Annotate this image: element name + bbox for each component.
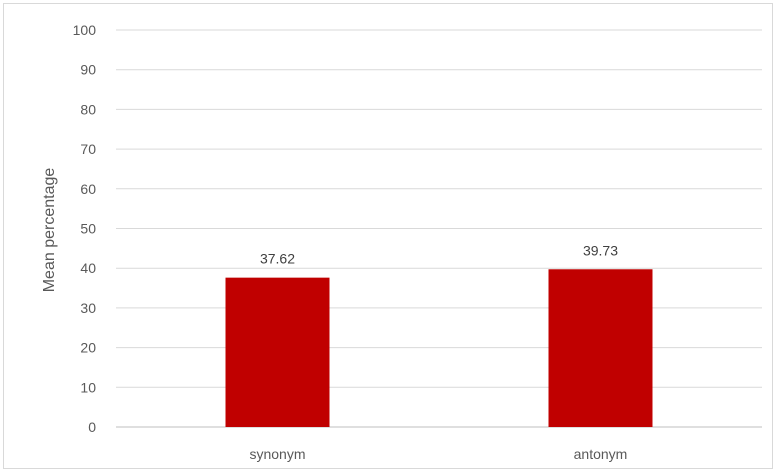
bar-synonym (225, 277, 330, 427)
data-label-antonym: 39.73 (583, 242, 618, 258)
y-tick-label: 90 (80, 62, 96, 78)
y-tick-label: 50 (80, 221, 96, 237)
gridlines (116, 29, 762, 428)
y-tick-label: 100 (73, 22, 97, 38)
y-tick-label: 10 (80, 379, 96, 395)
y-tick-label: 20 (80, 340, 96, 356)
x-axis-categories: synonym antonym (249, 446, 627, 462)
bar-antonym (548, 269, 653, 427)
y-tick-label: 80 (80, 101, 96, 117)
bars (225, 269, 653, 427)
x-category-label: antonym (574, 446, 628, 462)
y-axis-title: Mean percentage (41, 168, 58, 293)
data-labels: 37.62 39.73 (260, 242, 618, 266)
y-tick-label: 70 (80, 141, 96, 157)
data-label-synonym: 37.62 (260, 251, 295, 267)
y-tick-label: 40 (80, 260, 96, 276)
y-tick-label: 0 (88, 419, 96, 435)
y-tick-label: 30 (80, 300, 96, 316)
y-tick-label: 60 (80, 181, 96, 197)
y-axis-ticks: 0 10 20 30 40 50 60 70 80 90 100 (73, 22, 97, 435)
x-category-label: synonym (249, 446, 305, 462)
